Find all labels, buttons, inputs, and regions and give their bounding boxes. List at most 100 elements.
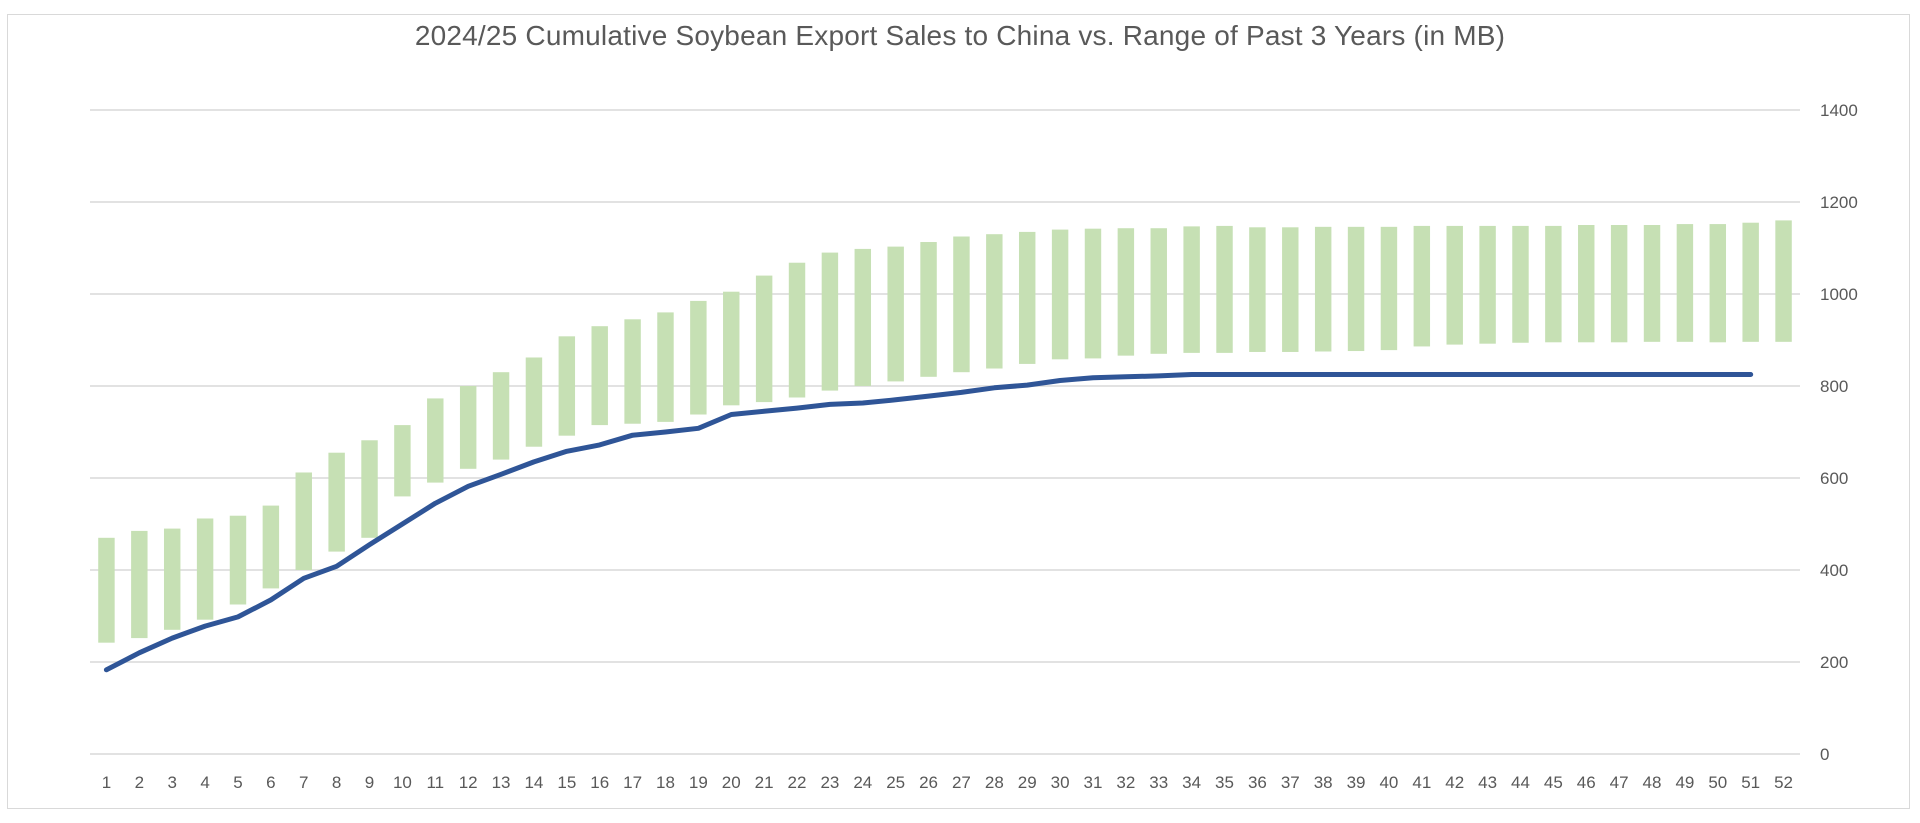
x-tick-label: 50 [1708,773,1727,792]
range-bar [1512,225,1529,343]
chart-frame [7,14,1910,809]
x-tick-label: 45 [1544,773,1563,792]
x-tick-label: 49 [1675,773,1694,792]
y-tick-label: 800 [1820,377,1848,396]
x-tick-label: 13 [492,773,511,792]
range-bar [361,440,378,538]
range-bar [591,326,608,426]
x-tick-label: 35 [1215,773,1234,792]
range-bar [1018,231,1036,364]
range-bar [1249,227,1266,352]
range-bar [723,291,740,406]
range-bar [459,386,477,469]
range-bar [1413,225,1431,347]
x-tick-label: 18 [656,773,675,792]
x-tick-label: 12 [459,773,478,792]
range-bar [131,530,148,639]
x-tick-label: 27 [952,773,971,792]
x-tick-label: 9 [365,773,374,792]
range-bar [492,372,510,460]
y-tick-label: 1400 [1820,101,1858,120]
x-tick-label: 36 [1248,773,1267,792]
range-bar [196,518,214,620]
x-tick-label: 26 [919,773,938,792]
range-bar [1150,228,1167,354]
x-tick-label: 14 [524,773,543,792]
range-bar [262,505,280,589]
y-tick-label: 400 [1820,561,1848,580]
range-bar [1742,222,1759,342]
x-tick-label: 16 [590,773,609,792]
x-tick-label: 47 [1610,773,1629,792]
range-bar [1084,228,1102,359]
range-bar [328,452,345,552]
range-bar [525,357,543,447]
x-tick-label: 37 [1281,773,1300,792]
range-bar [1479,225,1496,344]
x-tick-label: 2 [135,773,144,792]
x-tick-label: 43 [1478,773,1497,792]
x-tick-label: 31 [1084,773,1103,792]
x-tick-label: 23 [820,773,839,792]
x-tick-label: 15 [557,773,576,792]
y-tick-labels: 0 200 400 600 800 1000 1200 1400 [1820,101,1858,764]
x-tick-label: 40 [1379,773,1398,792]
x-tick-label: 32 [1116,773,1135,792]
current-year-series-line [103,372,1754,673]
x-tick-label: 42 [1445,773,1464,792]
range-bar [1643,225,1661,342]
range-bar [1775,220,1792,342]
x-tick-label: 19 [689,773,708,792]
y-tick-label: 200 [1820,653,1848,672]
range-bar [1709,224,1727,343]
x-tick-label: 38 [1314,773,1333,792]
chart-title: 2024/25 Cumulative Soybean Export Sales … [414,20,1506,51]
range-bar [887,246,904,382]
y-tick-label: 600 [1820,469,1848,488]
range-bar [163,528,181,630]
x-tick-label: 11 [426,773,444,792]
range-bar [1117,228,1135,356]
x-tick-label: 30 [1051,773,1070,792]
range-bar [1610,225,1628,343]
x-tick-label: 25 [886,773,905,792]
range-bar [394,425,411,497]
x-tick-label: 7 [299,773,308,792]
x-tick-labels: 1 2 3 4 5 6 7 8 9 10 11 12 13 14 15 16 17 18 19 20 21 22 23 24 2… [102,773,1793,792]
x-tick-label: 17 [623,773,642,792]
range-bar [558,336,576,436]
x-tick-label: 4 [200,773,209,792]
range-bar [1282,227,1299,352]
range-bar [1314,226,1332,352]
x-tick-label: 8 [332,773,341,792]
range-bar [1347,226,1365,352]
range-bar [821,252,839,391]
range-bar [1380,226,1398,351]
range-bar [953,236,970,373]
x-tick-label: 3 [167,773,176,792]
x-tick-label: 1 [102,773,111,792]
range-bar [98,537,115,643]
range-bar [1545,225,1562,343]
y-tick-label: 1000 [1820,285,1858,304]
range-bar [690,300,707,415]
y-tick-label: 1200 [1820,193,1858,212]
range-bar [624,319,641,424]
x-tick-label: 5 [233,773,242,792]
x-tick-label: 29 [1018,773,1037,792]
range-bar [1578,225,1595,343]
x-tick-label: 21 [755,773,774,792]
range-bar [427,398,444,483]
x-tick-label: 28 [985,773,1004,792]
range-bars [98,220,1792,643]
range-bar [920,242,937,377]
current-year-line [103,372,1754,673]
range-bar [295,472,312,570]
x-tick-label: 20 [722,773,741,792]
x-tick-label: 46 [1577,773,1596,792]
range-bar [986,234,1003,369]
x-tick-label: 39 [1347,773,1366,792]
range-bar [657,312,674,422]
x-tick-label: 33 [1149,773,1168,792]
